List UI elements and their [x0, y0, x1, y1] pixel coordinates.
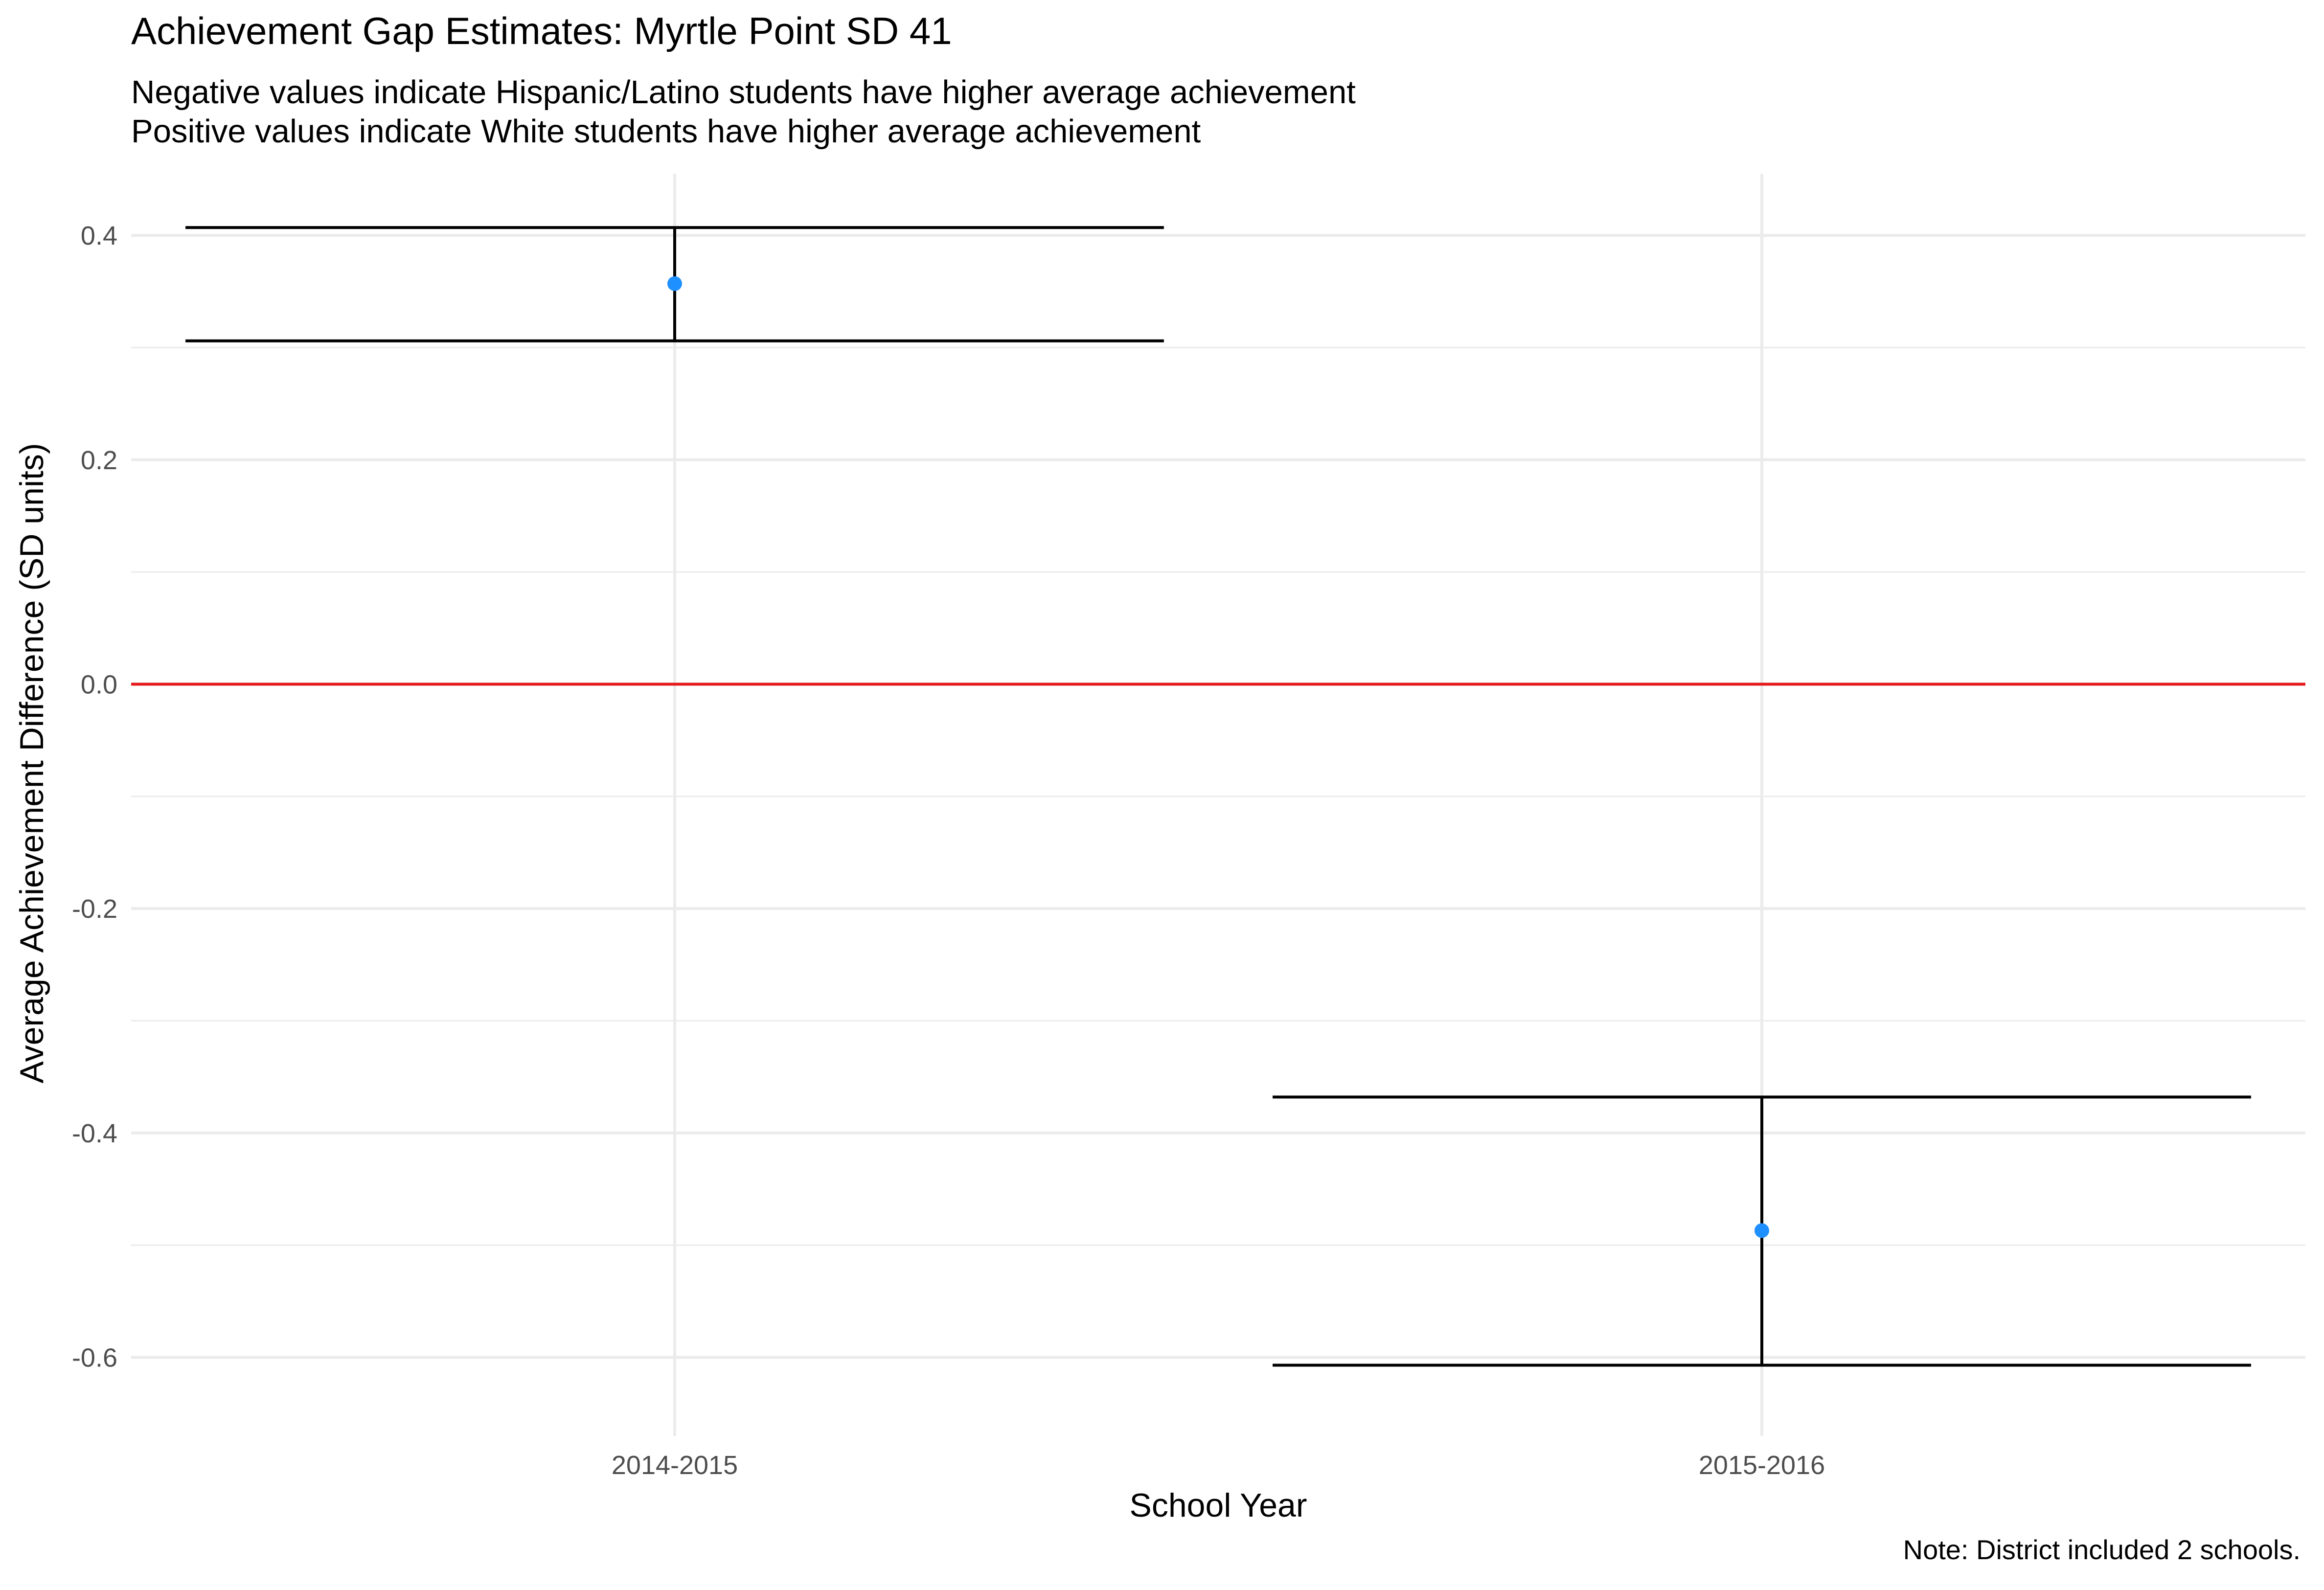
chart-subtitle-line-2: Positive values indicate White students …: [131, 113, 1201, 150]
major-gridlines: [131, 174, 2305, 1436]
chart-caption-note: Note: District included 2 schools.: [1903, 1534, 2301, 1565]
y-tick-label: 0.4: [81, 221, 117, 250]
chart-title: Achievement Gap Estimates: Myrtle Point …: [131, 9, 952, 52]
y-tick-label: 0.2: [81, 446, 117, 475]
y-axis-tick-labels: 0.4 0.2 0.0 -0.2 -0.4 -0.6: [72, 221, 117, 1372]
y-tick-label: 0.0: [81, 670, 117, 699]
x-tick-label: 2014-2015: [612, 1451, 738, 1480]
x-tick-label: 2015-2016: [1699, 1451, 1825, 1480]
chart-subtitle-line-1: Negative values indicate Hispanic/Latino…: [131, 74, 1356, 111]
estimate-points: [667, 276, 1769, 1238]
minor-gridlines: [131, 346, 2305, 1246]
y-axis-title: Average Achievement Difference (SD units…: [13, 443, 50, 1083]
estimate-point: [1754, 1223, 1769, 1238]
error-bars: [185, 226, 2251, 1367]
y-tick-label: -0.6: [72, 1343, 117, 1372]
x-axis-tick-labels: 2014-2015 2015-2016: [612, 1451, 1825, 1480]
y-tick-label: -0.2: [72, 894, 117, 924]
estimate-point: [667, 276, 682, 291]
x-axis-title: School Year: [1130, 1487, 1307, 1524]
y-tick-label: -0.4: [72, 1119, 117, 1148]
